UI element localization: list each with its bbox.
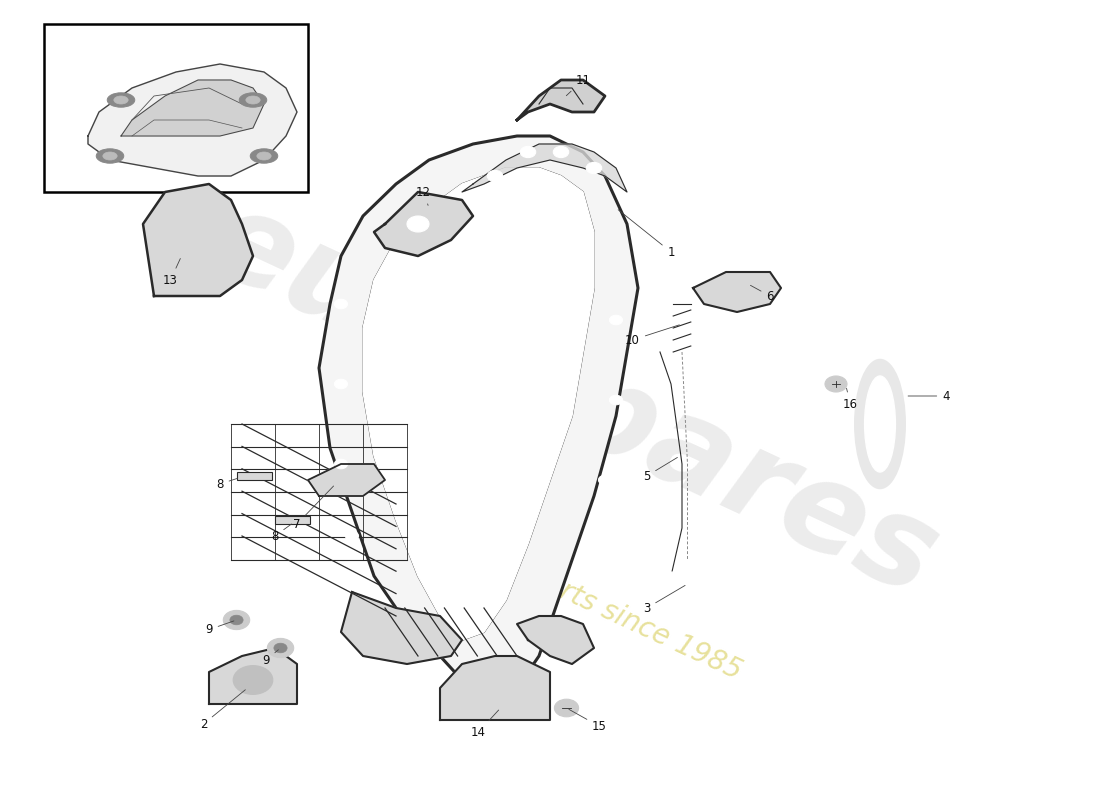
Text: 3: 3 (644, 586, 685, 614)
Circle shape (520, 146, 536, 158)
Circle shape (609, 315, 623, 325)
Polygon shape (121, 80, 264, 136)
Text: 8: 8 (272, 524, 292, 542)
Circle shape (334, 459, 348, 469)
Polygon shape (209, 648, 297, 704)
Ellipse shape (246, 96, 260, 104)
Circle shape (825, 376, 847, 392)
Text: 9: 9 (206, 621, 234, 636)
Polygon shape (440, 656, 550, 720)
Text: 9: 9 (263, 650, 278, 666)
Circle shape (345, 531, 359, 541)
Circle shape (487, 170, 503, 182)
Text: 14: 14 (471, 710, 498, 738)
Polygon shape (374, 192, 473, 256)
Polygon shape (319, 136, 638, 680)
Polygon shape (341, 592, 462, 664)
Bar (236, 472, 272, 480)
Ellipse shape (114, 96, 128, 104)
Text: 8: 8 (217, 478, 238, 490)
Text: 1: 1 (618, 210, 674, 258)
Text: 10: 10 (625, 325, 680, 346)
Circle shape (267, 638, 294, 658)
Circle shape (334, 299, 348, 309)
Polygon shape (143, 184, 253, 296)
Bar (275, 516, 310, 524)
Text: 12: 12 (416, 186, 431, 206)
Polygon shape (693, 272, 781, 312)
Ellipse shape (257, 152, 271, 160)
Text: a passion for parts since 1985: a passion for parts since 1985 (354, 482, 746, 686)
Text: 13: 13 (163, 258, 180, 286)
Text: 15: 15 (569, 710, 607, 733)
Circle shape (334, 379, 348, 389)
Ellipse shape (660, 572, 682, 596)
Circle shape (274, 643, 287, 653)
Ellipse shape (865, 376, 895, 472)
Text: 7: 7 (294, 486, 333, 530)
Polygon shape (88, 64, 297, 176)
Ellipse shape (108, 93, 134, 107)
Ellipse shape (97, 149, 123, 163)
Polygon shape (517, 80, 605, 120)
Text: 5: 5 (644, 458, 678, 482)
Circle shape (230, 615, 243, 625)
Polygon shape (308, 464, 385, 496)
Ellipse shape (240, 93, 266, 107)
Text: 11: 11 (566, 74, 591, 96)
Ellipse shape (856, 360, 904, 488)
Circle shape (233, 666, 273, 694)
Text: 4: 4 (909, 390, 949, 402)
Circle shape (554, 699, 579, 717)
Circle shape (223, 610, 250, 630)
Circle shape (586, 162, 602, 174)
Circle shape (609, 395, 623, 405)
Circle shape (407, 216, 429, 232)
Polygon shape (462, 144, 627, 192)
Bar (44, 24, 308, 192)
Text: eurospares: eurospares (188, 178, 956, 622)
Text: 2: 2 (200, 690, 245, 730)
Ellipse shape (251, 149, 277, 163)
Ellipse shape (675, 579, 700, 605)
Polygon shape (363, 168, 594, 640)
Circle shape (598, 475, 612, 485)
Text: 16: 16 (843, 388, 858, 410)
Ellipse shape (103, 152, 118, 160)
Polygon shape (517, 616, 594, 664)
Circle shape (553, 146, 569, 158)
Text: 6: 6 (750, 286, 773, 302)
